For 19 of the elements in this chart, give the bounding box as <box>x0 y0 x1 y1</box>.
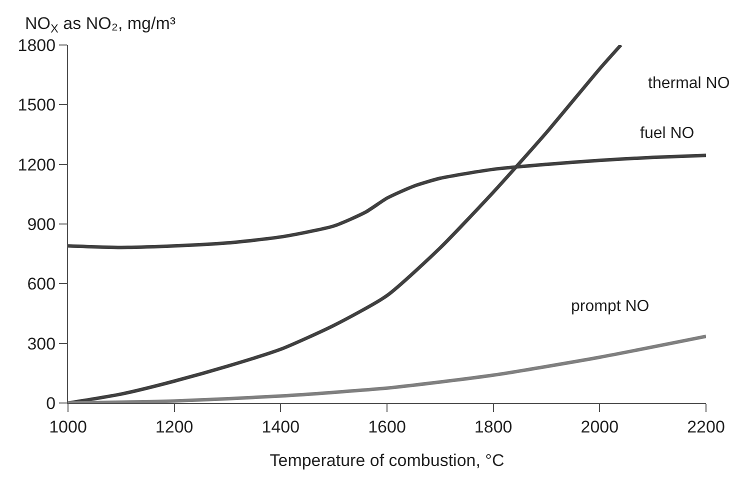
x-tick-label: 1000 <box>49 417 87 436</box>
y-tick-label: 600 <box>27 274 56 294</box>
y-axis-title: NO$_{X}$ as NO₂, mg/m³ <box>25 14 176 36</box>
y-tick-label: 1500 <box>18 96 56 115</box>
x-tick-label: 2200 <box>687 417 725 436</box>
x-tick-label: 1400 <box>262 417 300 436</box>
y-tick-label: 900 <box>27 214 56 234</box>
y-tick-label: 300 <box>27 334 56 354</box>
y-tick-label: 1200 <box>18 155 56 174</box>
x-tick-label: 1200 <box>155 417 194 436</box>
y-tick-label: 1800 <box>18 36 56 55</box>
x-axis-title: Temperature of combustion, °C <box>270 450 504 470</box>
x-tick-label: 1800 <box>474 417 512 436</box>
x-tick-label: 2000 <box>580 417 619 436</box>
series-label: fuel NO <box>640 125 694 142</box>
y-tick-label: 0 <box>46 394 56 413</box>
text: thermal NO <box>648 75 730 92</box>
text: prompt NO <box>571 298 650 315</box>
x-tick-label: 1600 <box>368 417 406 436</box>
